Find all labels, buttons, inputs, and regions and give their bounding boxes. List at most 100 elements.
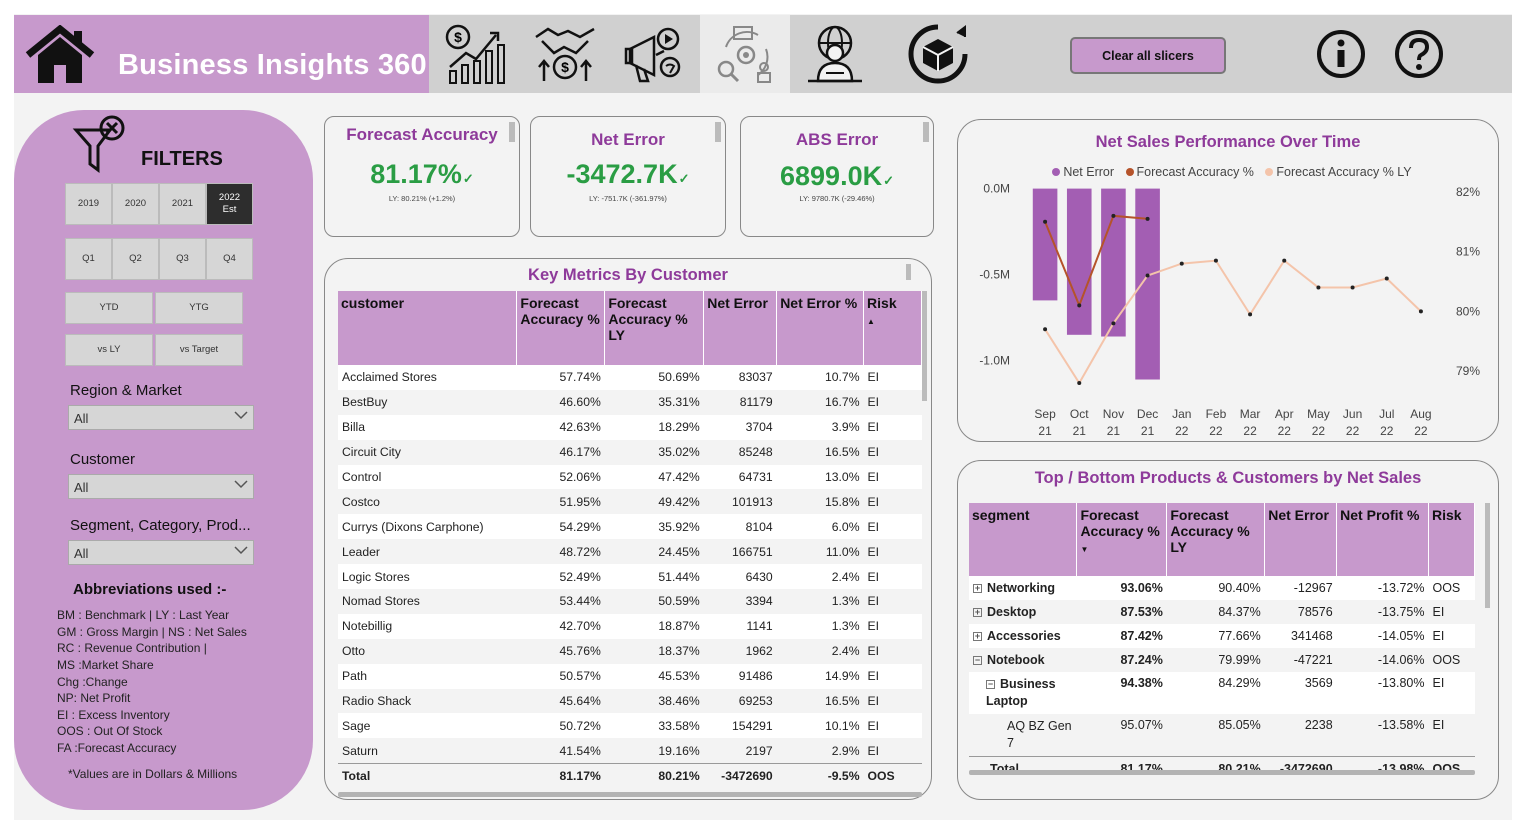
table-row[interactable]: − Business Laptop 94.38% 84.29% 3569 -13.80% E…	[969, 672, 1475, 714]
help-icon[interactable]	[1394, 29, 1444, 79]
forecast-accuracy-ly-point[interactable]	[1145, 273, 1150, 278]
ytg-slicer[interactable]: YTG	[155, 292, 243, 324]
info-icon[interactable]	[1316, 29, 1366, 79]
collapse-icon[interactable]: −	[973, 655, 982, 666]
table-row[interactable]: Circuit City 46.17% 35.02% 85248 16.5% EI	[338, 439, 922, 465]
forecast-accuracy-ly-point[interactable]	[1077, 381, 1082, 386]
year-slicer-2021[interactable]: 2021	[159, 183, 206, 225]
table-row[interactable]: + Desktop 87.53% 84.37% 78576 -13.75% EI	[969, 600, 1475, 624]
nav-supply-chain-view[interactable]	[700, 15, 790, 93]
forecast-accuracy-ly-point[interactable]	[1316, 285, 1321, 290]
legend-net-error[interactable]: Net Error	[1063, 165, 1115, 179]
forecast-accuracy-ly-point[interactable]	[1043, 327, 1048, 332]
table-total-row[interactable]: Total 81.17% 80.21% -3472690 -13.98% OOS	[969, 756, 1475, 781]
segment-label-cell[interactable]: + Desktop	[969, 600, 1077, 624]
kpi-card-net-error[interactable]: Net Error -3472.7K✓ LY: -751.7K (-361.97…	[530, 116, 726, 237]
panel-scrollbar[interactable]	[906, 264, 911, 280]
segment-category-product-dropdown[interactable]: All	[68, 540, 254, 565]
net-error-bar[interactable]	[1101, 188, 1126, 337]
column-header-risk[interactable]: Risk ▲	[863, 291, 922, 365]
quarter-slicer-q3[interactable]: Q3	[159, 238, 206, 280]
forecast-accuracy-point[interactable]	[1043, 219, 1048, 224]
legend-forecast-accuracy[interactable]: Forecast Accuracy %	[1136, 165, 1254, 179]
forecast-accuracy-ly-point[interactable]	[1384, 276, 1389, 281]
table-row[interactable]: AQ BZ Gen 7 95.07% 85.05% 2238 -13.58% EI	[969, 714, 1475, 757]
nav-finance-view[interactable]: $	[430, 15, 520, 93]
table-row[interactable]: + Networking 93.06% 90.40% -12967 -13.72% OOS	[969, 576, 1475, 600]
forecast-accuracy-line[interactable]	[1044, 214, 1148, 309]
kpi-card-forecast-accuracy[interactable]: Forecast Accuracy 81.17%✓ LY: 80.21% (+1…	[324, 116, 520, 237]
table-row[interactable]: Saturn 41.54% 19.16% 2197 2.9% EI	[338, 738, 922, 764]
forecast-accuracy-ly-point[interactable]	[1350, 285, 1355, 290]
vs-target-toggle[interactable]: vs Target	[155, 334, 243, 366]
forecast-accuracy-ly-line[interactable]	[1044, 259, 1422, 385]
forecast-accuracy-ly-point[interactable]	[1111, 321, 1116, 326]
segment-label-cell[interactable]: + Networking	[969, 576, 1077, 600]
table-row[interactable]: + Accessories 87.42% 77.66% 341468 -14.05% EI	[969, 624, 1475, 648]
table-row[interactable]: Path 50.57% 45.53% 91486 14.9% EI	[338, 663, 922, 689]
legend-forecast-accuracy-ly[interactable]: Forecast Accuracy % LY	[1276, 165, 1412, 179]
forecast-accuracy-ly-point[interactable]	[1213, 258, 1218, 263]
table-row[interactable]: Leader 48.72% 24.45% 166751 11.0% EI	[338, 539, 922, 565]
home-icon[interactable]	[24, 25, 96, 85]
kpi-scrollbar[interactable]	[923, 122, 929, 142]
column-header-net-error-pct[interactable]: Net Error %	[776, 291, 865, 365]
table-row[interactable]: Billa 42.63% 18.29% 3704 3.9% EI	[338, 414, 922, 440]
table-total-row[interactable]: Total 81.17% 80.21% -3472690 -9.5% OOS	[338, 762, 922, 789]
expand-icon[interactable]: +	[973, 583, 982, 594]
forecast-accuracy-ly-point[interactable]	[1248, 312, 1253, 317]
table-row[interactable]: Otto 45.76% 18.37% 1962 2.4% EI	[338, 638, 922, 664]
forecast-accuracy-point[interactable]	[1077, 303, 1082, 308]
table-row[interactable]: Logic Stores 52.49% 51.44% 6430 2.4% EI	[338, 564, 922, 590]
year-slicer-2020[interactable]: 2020	[112, 183, 159, 225]
column-header-net-error[interactable]: Net Error	[1264, 503, 1338, 576]
table-row[interactable]: Control 52.06% 47.42% 64731 13.0% EI	[338, 464, 922, 490]
column-header-risk[interactable]: Risk	[1428, 503, 1476, 576]
quarter-slicer-q1[interactable]: Q1	[65, 238, 112, 280]
column-header-net-error[interactable]: Net Error	[703, 291, 778, 365]
forecast-accuracy-point[interactable]	[1111, 213, 1116, 218]
net-error-bar[interactable]	[1066, 188, 1092, 335]
segment-label-cell[interactable]: AQ BZ Gen 7	[969, 714, 1077, 757]
quarter-slicer-q2[interactable]: Q2	[112, 238, 159, 280]
column-header-segment[interactable]: segment	[969, 503, 1078, 576]
forecast-accuracy-point[interactable]	[1145, 216, 1150, 221]
nav-sales-view[interactable]: $	[520, 15, 610, 93]
table-row[interactable]: Notebillig 42.70% 18.87% 1141 1.3% EI	[338, 613, 922, 639]
column-header-customer[interactable]: customer	[338, 291, 518, 365]
segment-label-cell[interactable]: − Notebook	[969, 648, 1077, 672]
quarter-slicer-q4[interactable]: Q4	[206, 238, 253, 280]
table-row[interactable]: BestBuy 46.60% 35.31% 81179 16.7% EI	[338, 389, 922, 415]
column-header-net-profit-pct[interactable]: Net Profit %	[1336, 503, 1429, 576]
forecast-accuracy-ly-point[interactable]	[1179, 261, 1184, 266]
table-vertical-scrollbar[interactable]	[1485, 503, 1490, 608]
year-slicer-2019[interactable]: 2019	[65, 183, 112, 225]
table-row[interactable]: Nomad Stores 53.44% 50.59% 3394 1.3% EI	[338, 589, 922, 614]
nav-marketing-view[interactable]	[610, 15, 700, 93]
table-row[interactable]: Acclaimed Stores 57.74% 50.69% 83037 10.7% EI	[338, 365, 922, 390]
column-header-forecast-accuracy[interactable]: Forecast Accuracy %	[516, 291, 606, 365]
nav-product-view[interactable]	[890, 15, 986, 93]
forecast-accuracy-ly-point[interactable]	[1282, 258, 1287, 263]
forecast-accuracy-ly-point[interactable]	[1418, 309, 1423, 314]
year-slicer-2022-est[interactable]: 2022 Est	[206, 183, 253, 225]
kpi-scrollbar[interactable]	[715, 122, 721, 142]
ytd-slicer[interactable]: YTD	[65, 292, 153, 324]
table-horizontal-scrollbar[interactable]	[338, 792, 922, 797]
customer-dropdown[interactable]: All	[68, 474, 254, 499]
expand-icon[interactable]: +	[973, 607, 982, 618]
kpi-card-abs-error[interactable]: ABS Error 6899.0K✓ LY: 9780.7K (-29.46%)	[740, 116, 934, 237]
column-header-forecast-accuracy-ly[interactable]: Forecast Accuracy % LY	[1166, 503, 1266, 576]
kpi-scrollbar[interactable]	[509, 122, 515, 142]
collapse-icon[interactable]: −	[986, 679, 995, 690]
table-row[interactable]: Currys (Dixons Carphone) 54.29% 35.92% 8104…	[338, 514, 922, 540]
vs-ly-toggle[interactable]: vs LY	[65, 334, 153, 366]
region-market-dropdown[interactable]: All	[68, 405, 254, 430]
table-row[interactable]: Radio Shack 45.64% 38.46% 69253 16.5% EI	[338, 688, 922, 714]
column-header-forecast-accuracy[interactable]: Forecast Accuracy % ▼	[1076, 503, 1168, 576]
nav-executive-view[interactable]	[790, 15, 880, 93]
segment-label-cell[interactable]: + Accessories	[969, 624, 1077, 648]
expand-icon[interactable]: +	[973, 631, 982, 642]
column-header-forecast-accuracy-ly[interactable]: Forecast Accuracy % LY	[604, 291, 705, 365]
table-vertical-scrollbar[interactable]	[922, 291, 927, 401]
